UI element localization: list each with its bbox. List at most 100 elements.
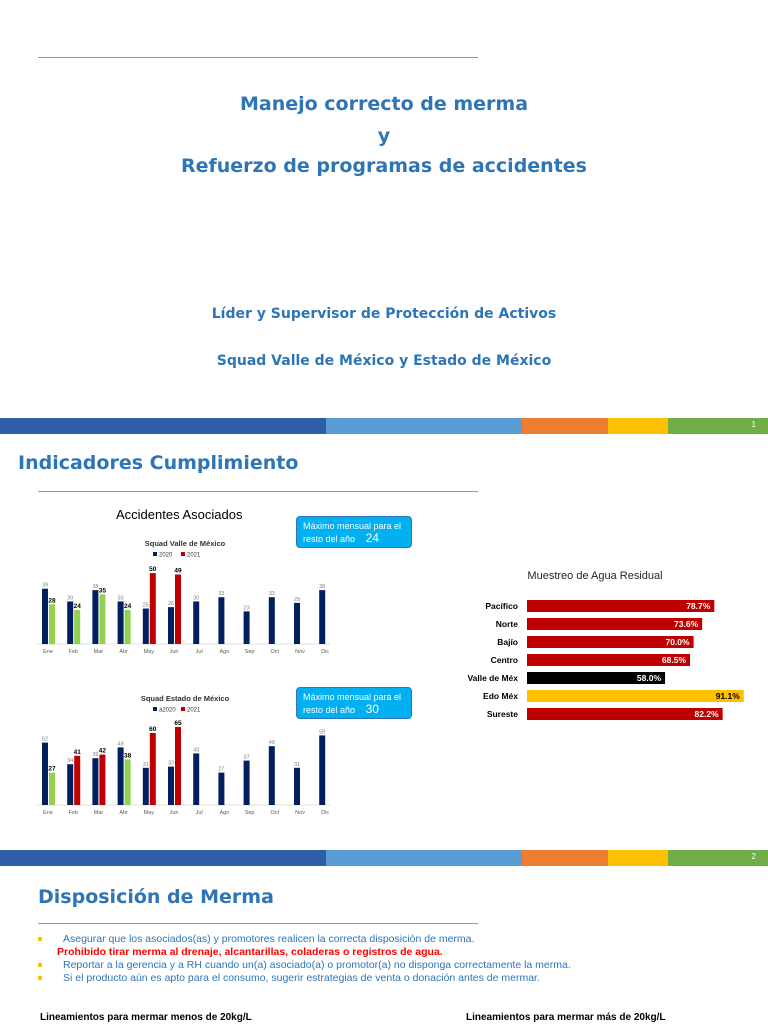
legend-swatch-2020	[153, 707, 157, 711]
bar-2021	[74, 609, 81, 644]
bar-2020	[319, 735, 326, 805]
hbar-value-label: 73.6%	[674, 619, 699, 629]
bullet-3: Si el producto aún es apto para el consu…	[38, 972, 571, 985]
subhead-less-20: Lineamientos para mermar menos de 20kg/L	[40, 1012, 252, 1023]
x-tick-label: Jul	[196, 810, 203, 816]
bar-label-2021: 41	[74, 749, 82, 756]
chart-edo: Squad Estado de México a2020 2021 52 27 Ene 34…	[36, 694, 330, 816]
hbar	[527, 636, 694, 648]
x-tick-label: Jul	[196, 649, 203, 655]
category-label: Sureste	[487, 709, 518, 719]
bar-2021	[124, 609, 131, 644]
bar-2020	[42, 588, 48, 644]
bar-2020	[42, 742, 48, 805]
x-tick-label: Jun	[170, 810, 179, 816]
bar-label-2020: 25	[143, 603, 149, 609]
callout-valle-text: Máximo mensual para el resto del año	[303, 521, 402, 544]
slide-3-heading: Disposición de Merma	[38, 886, 274, 908]
slide-1-title-line-1: Manejo correcto de merma	[239, 93, 529, 115]
bar-2020	[243, 611, 250, 644]
x-tick-label: Dic	[321, 649, 329, 655]
hbar	[527, 600, 715, 612]
bar-label-2021: 65	[174, 720, 182, 727]
category-label: Pacífico	[485, 601, 518, 611]
slide-1-title-line-3: Refuerzo de programas de accidentes	[180, 155, 587, 177]
slide-1-title-line-2: y	[377, 125, 391, 147]
bar-2021	[175, 727, 181, 805]
chart-title: Squad Valle de México	[145, 539, 226, 548]
callout-edo: Máximo mensual para el resto del año 30	[296, 687, 412, 719]
x-tick-label: Nov	[295, 649, 305, 655]
x-tick-label: Ago	[220, 649, 230, 655]
x-tick-label: Ago	[220, 810, 230, 816]
accidents-title: Accidentes Asociados	[116, 507, 243, 522]
x-tick-label: Mar	[94, 810, 104, 816]
bar-label-2020: 32	[168, 761, 174, 767]
bar-label-2021: 35	[99, 587, 107, 594]
chart-title: Muestreo de Agua Residual	[527, 570, 662, 582]
hbar-value-label: 68.5%	[662, 655, 687, 665]
category-label: Norte	[496, 619, 518, 629]
bar-label-2020: 33	[218, 591, 224, 597]
x-tick-label: Nov	[295, 810, 305, 816]
bar-2021	[99, 594, 106, 644]
bar-label-2020: 27	[218, 767, 224, 773]
chart-title: Squad Estado de México	[141, 694, 230, 703]
slide-2-heading: Indicadores Cumplimiento	[18, 452, 299, 474]
x-tick-label: Jun	[170, 649, 179, 655]
bar-label-2020: 30	[67, 595, 73, 601]
title-rule	[38, 57, 478, 58]
bar-label-2020: 31	[294, 762, 300, 768]
bar-label-2020: 33	[269, 591, 275, 597]
callout-edo-value: 30	[365, 702, 379, 716]
bullet-marker	[38, 937, 42, 941]
bar-label-2020: 39	[92, 752, 98, 758]
legend-swatch-2021	[181, 707, 185, 711]
bar-2020	[117, 601, 124, 644]
bar-label-2020: 23	[244, 605, 250, 611]
bar-label-2020: 58	[319, 729, 325, 735]
x-tick-label: Ene	[43, 810, 53, 816]
x-tick-label: Abr	[119, 649, 128, 655]
bar-2021	[149, 573, 156, 644]
bar-label-2020: 43	[193, 747, 199, 753]
legend-swatch-2020	[153, 552, 157, 556]
bar-2020	[243, 760, 250, 805]
bar-label-2021: 42	[99, 748, 107, 755]
legend-label-2021: 2021	[187, 553, 201, 559]
hbar	[527, 672, 666, 684]
slide-1-subtitle-1: Líder y Supervisor de Protección de Acti…	[211, 306, 557, 322]
category-label: Bajío	[497, 637, 518, 647]
x-tick-label: Sep	[245, 810, 255, 816]
hbar-value-label: 82.2%	[695, 709, 720, 719]
bar-2020	[67, 601, 74, 644]
page-number: 1	[751, 420, 756, 429]
hbar-value-label: 70.0%	[665, 637, 690, 647]
legend-label-2020: a2020	[159, 708, 176, 714]
bar-2021	[175, 574, 181, 644]
bar-2020	[218, 772, 225, 805]
slide-2-footer-strip: 2	[0, 850, 768, 866]
bar-2021	[149, 733, 156, 805]
bar-label-2021: 60	[149, 726, 157, 733]
page-number: 2	[751, 852, 756, 861]
bar-label-2021: 27	[48, 766, 56, 773]
bar-2020	[67, 764, 74, 805]
callout-edo-text: Máximo mensual para el resto del año	[303, 692, 402, 715]
bar-label-2021: 24	[124, 603, 132, 610]
bullet-1: Asegurar que los asociados(as) y promoto…	[38, 933, 571, 946]
x-tick-label: Mar	[94, 649, 104, 655]
bar-label-2021: 38	[124, 752, 132, 759]
bar-label-2020: 30	[193, 595, 199, 601]
bullet-1-warning: Prohibido tirar merma al drenaje, alcant…	[57, 946, 443, 958]
x-tick-label: Feb	[68, 649, 77, 655]
hbar-value-label: 91.1%	[716, 691, 741, 701]
bar-2021	[74, 755, 81, 805]
bar-label-2020: 31	[143, 762, 149, 768]
x-tick-label: May	[144, 810, 155, 816]
bar-2021	[49, 604, 55, 644]
bar-2020	[142, 767, 149, 805]
bar-2020	[319, 590, 326, 644]
bar-2020	[168, 766, 174, 805]
bar-2020	[168, 607, 174, 644]
